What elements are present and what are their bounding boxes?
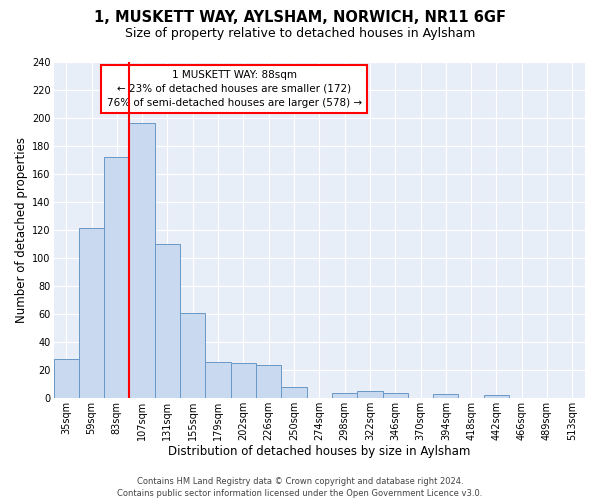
Bar	[205, 362, 231, 398]
Bar	[130, 123, 155, 398]
Y-axis label: Number of detached properties: Number of detached properties	[15, 137, 28, 323]
Bar	[433, 394, 458, 398]
Bar	[231, 363, 256, 398]
Bar	[256, 364, 281, 398]
Bar	[383, 392, 408, 398]
Bar	[155, 244, 180, 398]
Text: Size of property relative to detached houses in Aylsham: Size of property relative to detached ho…	[125, 28, 475, 40]
Text: Contains HM Land Registry data © Crown copyright and database right 2024.
Contai: Contains HM Land Registry data © Crown c…	[118, 476, 482, 498]
Bar	[104, 157, 130, 398]
Text: 1, MUSKETT WAY, AYLSHAM, NORWICH, NR11 6GF: 1, MUSKETT WAY, AYLSHAM, NORWICH, NR11 6…	[94, 10, 506, 25]
Bar	[332, 392, 357, 398]
Bar	[53, 359, 79, 398]
Bar	[180, 312, 205, 398]
Bar	[79, 228, 104, 398]
X-axis label: Distribution of detached houses by size in Aylsham: Distribution of detached houses by size …	[168, 444, 470, 458]
Bar	[281, 387, 307, 398]
Bar	[357, 391, 383, 398]
Bar	[484, 396, 509, 398]
Text: 1 MUSKETT WAY: 88sqm
← 23% of detached houses are smaller (172)
76% of semi-deta: 1 MUSKETT WAY: 88sqm ← 23% of detached h…	[107, 70, 362, 108]
